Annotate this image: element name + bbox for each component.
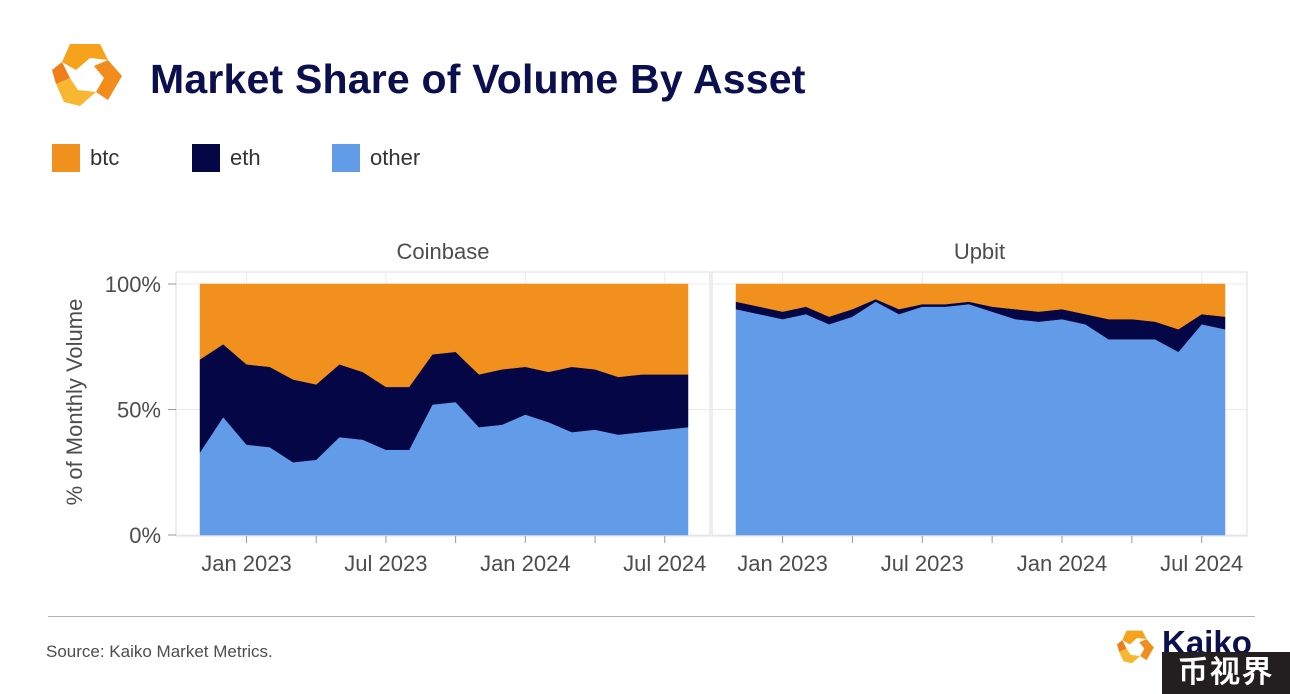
x-tick-label: Jul 2024 [1160,551,1243,576]
x-tick-label: Jan 2024 [1017,551,1108,576]
legend-swatch-other [332,144,360,172]
x-tick-label: Jul 2023 [881,551,964,576]
legend-label-other: other [370,145,421,170]
kaiko-small-logo-icon [1116,628,1156,666]
x-tick-label: Jan 2024 [480,551,571,576]
y-axis-title: % of Monthly Volume [62,299,87,506]
chart-title: Market Share of Volume By Asset [150,56,806,102]
panel-title-coinbase: Coinbase [397,239,490,264]
area-upbit-btc [735,283,1226,330]
watermark-badge: 币视界 [1162,652,1290,694]
x-tick-label: Jul 2023 [344,551,427,576]
footer-divider [48,616,1255,617]
y-tick-label: 0% [129,523,161,548]
legend-item-other: other [332,143,420,173]
legend-swatch-btc [52,144,80,172]
panel-title-upbit: Upbit [954,239,1005,264]
area-coinbase-btc [199,283,689,388]
source-note: Source: Kaiko Market Metrics. [46,642,273,661]
kaiko-logo-icon [50,40,126,110]
x-tick-label: Jul 2024 [623,551,706,576]
stacked-area-chart: Coinbase Jan 2023 Jul 2023 Jan 2024 Jul 2024… [62,239,1248,576]
legend-item-btc: btc [52,143,119,173]
legend-item-eth: eth [192,143,261,173]
legend-swatch-eth [192,144,220,172]
x-tick-label: Jan 2023 [201,551,292,576]
y-tick-label: 50% [117,398,161,423]
legend-label-btc: btc [90,145,120,170]
legend-label-eth: eth [230,145,261,170]
x-tick-label: Jan 2023 [737,551,828,576]
y-tick-label: 100% [105,272,161,297]
